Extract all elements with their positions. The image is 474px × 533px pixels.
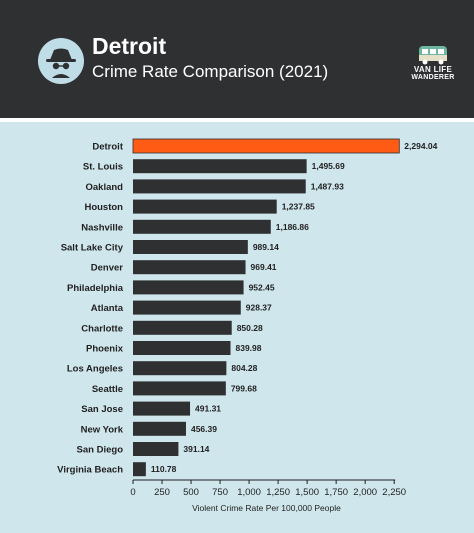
bar — [133, 401, 191, 416]
category-label: Philadelphia — [67, 283, 124, 294]
x-tick-label: 1,500 — [295, 487, 319, 498]
category-label: Los Angeles — [67, 364, 123, 375]
data-label: 1,495.69 — [312, 161, 345, 171]
category-label: St. Louis — [83, 162, 123, 173]
data-label: 839.98 — [236, 343, 262, 353]
bar — [132, 138, 400, 154]
data-label: 989.14 — [253, 242, 279, 252]
x-tick-label: 750 — [212, 487, 228, 498]
bar — [133, 320, 232, 335]
x-tick-label: 500 — [183, 487, 199, 498]
bar — [133, 341, 231, 355]
data-label: 1,237.85 — [282, 202, 315, 212]
data-label: 952.45 — [249, 282, 275, 292]
van-logo-icon — [419, 46, 447, 65]
bar — [133, 179, 306, 194]
category-label: Denver — [91, 263, 124, 274]
logo-text: VAN LIFE — [413, 65, 453, 74]
category-label: San Diego — [77, 445, 124, 456]
spy-icon — [38, 38, 84, 84]
x-tick-label: 2,000 — [353, 487, 377, 498]
data-label: 456.39 — [191, 424, 217, 434]
category-label: Nashville — [81, 222, 123, 233]
data-label: 969.41 — [251, 262, 277, 272]
x-tick-label: 250 — [154, 487, 170, 498]
category-label: Seattle — [92, 384, 123, 395]
header-divider — [0, 118, 474, 122]
data-label: 1,487.93 — [311, 181, 344, 191]
category-label: Atlanta — [91, 303, 124, 314]
category-label: Virginia Beach — [57, 465, 123, 476]
category-label: Phoenix — [86, 344, 124, 355]
x-tick-label: 2,250 — [382, 487, 406, 498]
bar — [133, 442, 179, 456]
bar-chart: Detroit 2,294.04 St. Louis 1,495.69 Oakland 1… — [57, 138, 438, 513]
bar — [133, 421, 186, 436]
category-label: Oakland — [86, 182, 124, 193]
category-label: Salt Lake City — [61, 243, 124, 254]
category-label: Houston — [84, 202, 123, 213]
data-label: 110.78 — [151, 464, 177, 474]
x-axis-title: Violent Crime Rate Per 100,000 People — [192, 503, 341, 513]
data-label: 2,294.04 — [404, 141, 437, 151]
bar — [133, 199, 277, 214]
header-banner: Detroit Crime Rate Comparison (2021) VAN… — [0, 0, 474, 118]
x-tick-label: 0 — [130, 487, 135, 498]
bar — [133, 462, 146, 477]
data-label: 850.28 — [237, 323, 263, 333]
data-label: 804.28 — [231, 363, 257, 373]
logo-subtext: WANDERER — [411, 74, 455, 81]
page-title: Detroit — [92, 33, 167, 59]
x-tick-label: 1,250 — [266, 487, 290, 498]
page-subtitle: Crime Rate Comparison (2021) — [92, 62, 329, 81]
data-label: 928.37 — [246, 303, 272, 313]
bar — [133, 381, 226, 396]
data-label: 1,186.86 — [276, 222, 309, 232]
bar — [133, 219, 271, 234]
x-tick-label: 1,750 — [324, 487, 348, 498]
category-label: San Jose — [81, 404, 123, 415]
data-label: 391.14 — [183, 444, 209, 454]
category-label: Charlotte — [81, 323, 123, 334]
bar — [133, 300, 241, 315]
bar — [133, 240, 248, 254]
category-label: Detroit — [92, 142, 123, 153]
bar — [133, 159, 307, 174]
data-label: 491.31 — [195, 404, 221, 414]
data-label: 799.68 — [231, 383, 257, 393]
category-label: New York — [81, 424, 124, 435]
x-tick-label: 1,000 — [237, 487, 261, 498]
bar — [133, 260, 246, 275]
bar — [133, 280, 244, 295]
bar — [133, 361, 227, 376]
